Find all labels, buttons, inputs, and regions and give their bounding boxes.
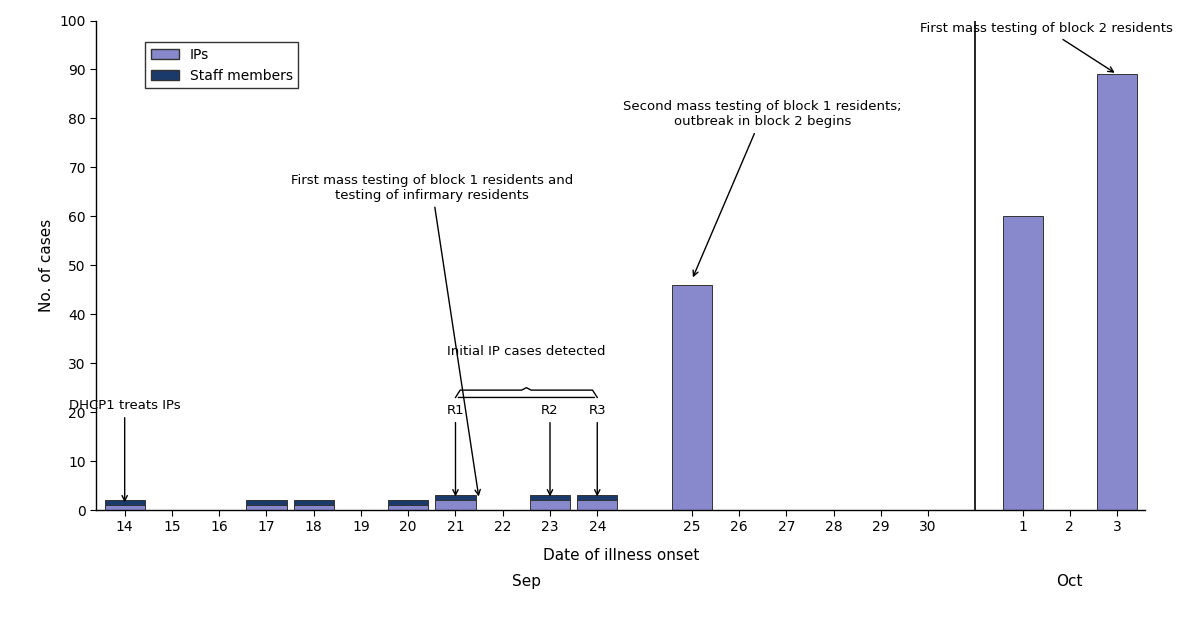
Bar <box>577 500 617 510</box>
Bar <box>104 505 145 510</box>
Bar <box>294 500 333 505</box>
Bar <box>104 500 145 505</box>
Text: DHCP1 treats IPs: DHCP1 treats IPs <box>68 399 181 501</box>
Text: R1: R1 <box>447 404 464 495</box>
Bar <box>530 500 570 510</box>
Bar <box>435 500 476 510</box>
Bar <box>246 500 287 505</box>
Bar <box>246 505 287 510</box>
Bar <box>294 505 333 510</box>
Bar <box>1097 75 1137 510</box>
Bar <box>388 505 428 510</box>
Text: Sep: Sep <box>512 574 541 589</box>
Text: First mass testing of block 2 residents: First mass testing of block 2 residents <box>920 23 1173 72</box>
Bar <box>388 500 428 505</box>
Text: Initial IP cases detected: Initial IP cases detected <box>447 345 605 358</box>
Text: Second mass testing of block 1 residents;
outbreak in block 2 begins: Second mass testing of block 1 residents… <box>623 100 902 276</box>
Bar <box>530 495 570 500</box>
Text: R3: R3 <box>589 404 605 495</box>
X-axis label: Date of illness onset: Date of illness onset <box>543 548 699 563</box>
Y-axis label: No. of cases: No. of cases <box>40 219 54 312</box>
Bar <box>671 285 712 510</box>
Text: First mass testing of block 1 residents and
testing of infirmary residents: First mass testing of block 1 residents … <box>290 174 573 495</box>
Text: R2: R2 <box>541 404 559 495</box>
Legend: IPs, Staff members: IPs, Staff members <box>145 42 299 88</box>
Bar <box>435 495 476 500</box>
Bar <box>1002 216 1043 510</box>
Text: Oct: Oct <box>1056 574 1083 589</box>
Bar <box>577 495 617 500</box>
